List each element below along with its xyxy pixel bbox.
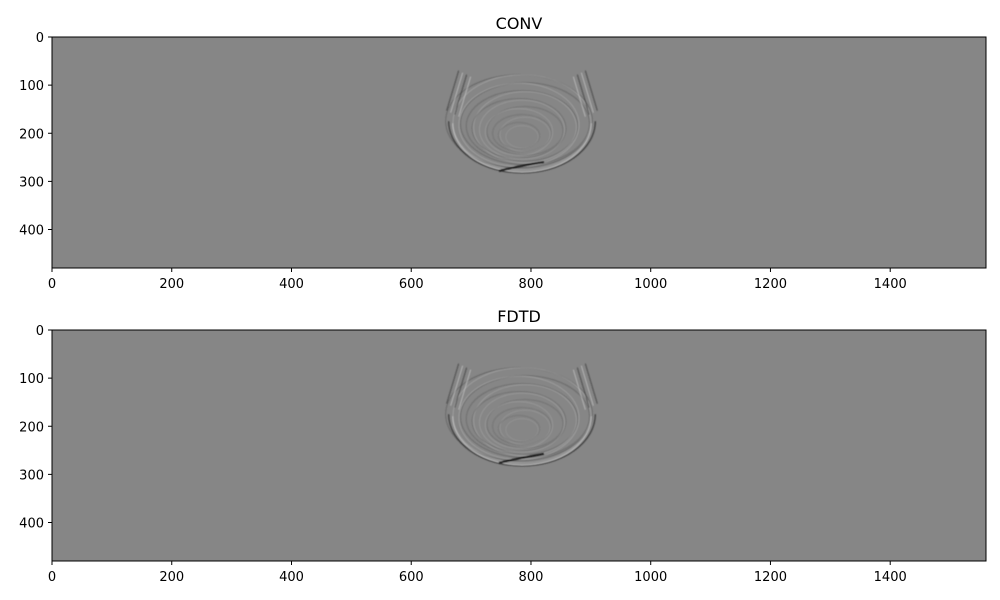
- x-tick-label: 800: [519, 570, 544, 585]
- wave-front-arc: [452, 416, 592, 466]
- wave-arc: [471, 98, 567, 159]
- wave-arc: [499, 409, 551, 446]
- x-tick-label: 1200: [754, 277, 787, 292]
- y-tick-label: 100: [19, 372, 44, 387]
- wave-streak: [576, 74, 590, 115]
- x-tick-label: 400: [279, 277, 304, 292]
- wave-streak: [446, 70, 460, 111]
- wave-streak: [450, 72, 464, 113]
- wave-front-arc: [452, 123, 592, 173]
- x-axis: 0 200 400 600 800 1000 1200 1400: [48, 561, 907, 585]
- wave-arc: [452, 74, 592, 171]
- wave-arc: [498, 415, 540, 443]
- x-tick-label: 800: [519, 277, 544, 292]
- wave-arc: [505, 125, 539, 149]
- bright-streak: [498, 160, 545, 172]
- wavefield-feature: [445, 363, 598, 467]
- x-tick-label: 1400: [874, 570, 907, 585]
- y-tick-label: 400: [19, 517, 44, 532]
- wave-streak: [458, 76, 472, 117]
- wave-streak: [572, 76, 586, 117]
- heatmap-area: [52, 330, 986, 561]
- plot-frame: [51, 329, 987, 562]
- x-tick-label: 400: [279, 570, 304, 585]
- wavefield-feature: [445, 70, 598, 174]
- heatmap-area: [52, 37, 986, 268]
- wave-arc: [465, 383, 579, 455]
- x-tick-label: 1000: [634, 277, 667, 292]
- wave-arc: [473, 384, 577, 457]
- wave-arc: [505, 418, 539, 442]
- chart-title: CONV: [496, 14, 543, 33]
- wave-arc: [479, 392, 565, 453]
- x-tick-label: 1200: [754, 570, 787, 585]
- x-tick-label: 1400: [874, 277, 907, 292]
- wave-streak: [580, 72, 594, 113]
- fdtd-panel: FDTD 0 200 400 600 800 1000 1200 1400 0 100 200 30…: [19, 307, 987, 585]
- wave-arc: [473, 91, 577, 164]
- wave-streak: [572, 369, 586, 410]
- y-tick-label: 200: [19, 127, 44, 142]
- x-tick-label: 0: [48, 277, 56, 292]
- wave-arc: [479, 99, 565, 160]
- wave-streak: [584, 363, 598, 404]
- x-tick-label: 1000: [634, 570, 667, 585]
- conv-panel: CONV 0 200 400 600 800 1000 1200 1400 0 100 200 30…: [19, 14, 987, 292]
- wave-arc: [499, 116, 551, 153]
- y-tick-label: 300: [19, 468, 44, 483]
- chart-title: FDTD: [497, 307, 541, 326]
- y-tick-label: 100: [19, 79, 44, 94]
- x-tick-label: 0: [48, 570, 56, 585]
- x-tick-label: 600: [399, 277, 424, 292]
- bright-streak: [498, 452, 545, 465]
- wave-streak: [458, 369, 472, 410]
- x-tick-label: 600: [399, 570, 424, 585]
- wave-streak: [450, 365, 464, 406]
- wave-arc: [465, 90, 579, 162]
- x-axis: 0 200 400 600 800 1000 1200 1400: [48, 268, 907, 292]
- y-axis: 0 100 200 300 400: [19, 31, 52, 239]
- wave-streak: [454, 367, 468, 408]
- plot-frame: [51, 36, 987, 269]
- wave-arc: [498, 122, 540, 150]
- y-tick-label: 200: [19, 420, 44, 435]
- y-tick-label: 0: [36, 324, 44, 339]
- wave-front-arc: [447, 414, 597, 467]
- wave-arc: [484, 108, 554, 156]
- y-tick-label: 400: [19, 224, 44, 239]
- wave-arc: [452, 367, 592, 464]
- y-axis: 0 100 200 300 400: [19, 324, 52, 532]
- wave-streak: [580, 365, 594, 406]
- wave-arc: [471, 391, 567, 452]
- wave-streak: [576, 367, 590, 408]
- wave-arc: [484, 401, 554, 449]
- wave-streak: [584, 70, 598, 111]
- wave-streak: [446, 363, 460, 404]
- x-tick-label: 200: [159, 277, 184, 292]
- wave-front-arc: [447, 121, 597, 174]
- y-tick-label: 300: [19, 175, 44, 190]
- x-tick-label: 200: [159, 570, 184, 585]
- y-tick-label: 0: [36, 31, 44, 46]
- wave-streak: [454, 74, 468, 115]
